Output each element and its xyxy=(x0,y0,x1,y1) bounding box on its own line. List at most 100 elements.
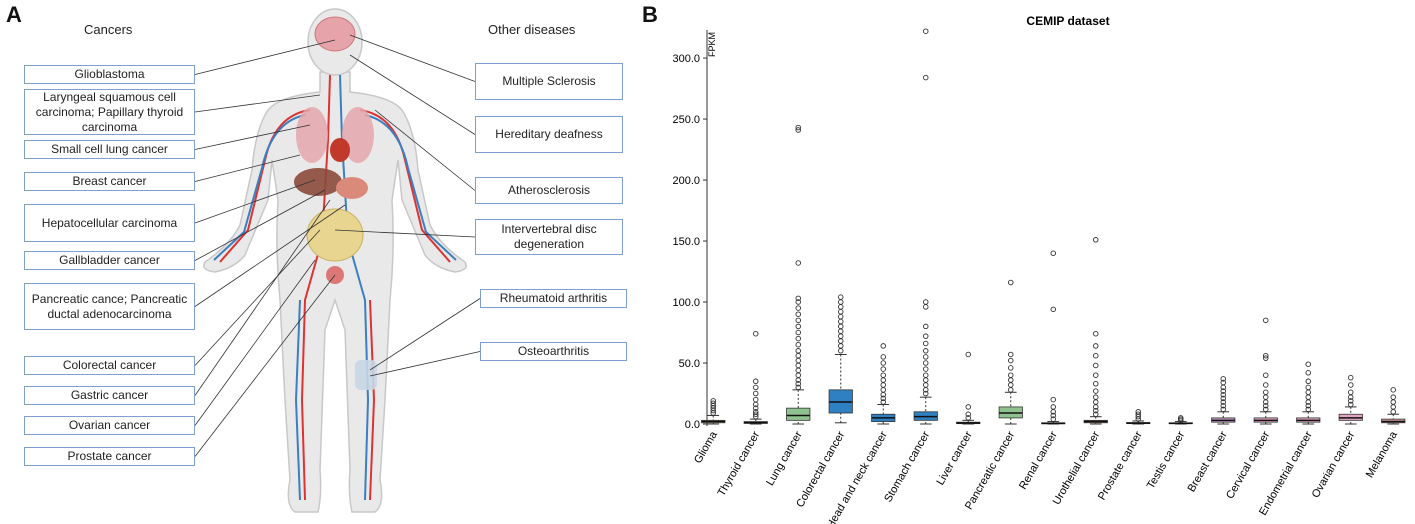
connector xyxy=(194,204,346,307)
outlier xyxy=(1390,394,1397,400)
outlier xyxy=(710,400,717,407)
outlier xyxy=(837,313,844,320)
intestines xyxy=(306,208,364,262)
cancer-label: Ovarian cancer xyxy=(24,416,195,435)
outlier xyxy=(837,318,844,325)
outlier xyxy=(1093,399,1099,405)
outlier xyxy=(965,404,972,410)
outlier xyxy=(923,382,929,388)
y-tick-label: 250.0 xyxy=(672,114,700,126)
y-tick-label: 100.0 xyxy=(672,297,700,309)
outlier xyxy=(1135,409,1142,415)
panel-label: B xyxy=(642,2,658,27)
outlier xyxy=(1390,404,1397,410)
y-tick-label: 200.0 xyxy=(672,175,700,187)
cancer-label: Small cell lung cancer xyxy=(24,140,195,159)
outlier xyxy=(1263,394,1269,400)
connector xyxy=(194,154,301,182)
outlier xyxy=(1220,395,1227,402)
outlier xyxy=(795,352,801,359)
outlier xyxy=(1050,416,1057,422)
x-tick-label: Stomach cancer xyxy=(882,429,932,504)
outlier xyxy=(795,311,801,317)
outlier xyxy=(795,124,801,131)
outlier xyxy=(1220,402,1227,409)
outlier xyxy=(795,380,801,387)
outlier xyxy=(1305,389,1312,396)
outlier xyxy=(795,323,801,330)
outlier xyxy=(1305,394,1312,400)
cancer-label: Pancreatic cance; Pancreatic ductal aden… xyxy=(24,283,195,330)
outlier xyxy=(880,387,886,393)
outlier xyxy=(1050,306,1057,313)
outlier xyxy=(1220,391,1227,398)
outlier xyxy=(1093,407,1099,414)
outlier xyxy=(880,360,886,366)
outlier xyxy=(837,333,844,339)
x-tick-label: Urothelial cancer xyxy=(1051,429,1103,507)
outlier xyxy=(1050,404,1057,410)
outlier xyxy=(1220,376,1227,382)
connector xyxy=(194,124,311,150)
outlier xyxy=(1008,279,1014,286)
connector xyxy=(194,179,316,224)
outlier xyxy=(923,304,929,310)
outlier xyxy=(837,343,844,349)
x-tick-label: Breast cancer xyxy=(1186,429,1230,494)
x-tick-label: Prostate cancer xyxy=(1096,429,1145,502)
body-diagram xyxy=(194,8,481,513)
outlier xyxy=(965,351,972,358)
cancer-label: Prostate cancer xyxy=(24,447,195,466)
outlier xyxy=(1008,357,1014,364)
outlier xyxy=(795,299,801,305)
cancer-label: Glioblastoma xyxy=(24,65,195,84)
knee xyxy=(355,360,377,390)
outlier xyxy=(752,378,759,385)
x-tick-label: Cervical cancer xyxy=(1224,429,1272,501)
outlier xyxy=(923,333,929,339)
outlier xyxy=(1305,361,1312,367)
outlier xyxy=(752,405,759,411)
outlier xyxy=(1390,409,1397,415)
outlier xyxy=(1263,406,1269,413)
disease-label: Multiple Sclerosis xyxy=(475,63,623,100)
outlier xyxy=(1348,382,1354,388)
outlier xyxy=(1390,399,1397,405)
outlier xyxy=(1008,372,1014,378)
outlier xyxy=(923,74,929,81)
outlier xyxy=(795,348,801,354)
connector xyxy=(194,229,321,366)
outlier xyxy=(1008,351,1014,358)
outlier xyxy=(752,330,759,337)
outlier xyxy=(1263,382,1269,388)
disease-label: Hereditary deafness xyxy=(475,116,623,153)
outlier xyxy=(880,395,886,402)
body-silhouette xyxy=(203,71,467,513)
cancer-label: Colorectal cancer xyxy=(24,356,195,375)
outlier xyxy=(1093,394,1099,400)
brain xyxy=(314,16,356,52)
outlier xyxy=(1220,379,1227,386)
chart: CEMIP dataset FPKM 0.0 50.0 100.0 150.0 200.0… xyxy=(672,14,1406,524)
outlier xyxy=(1093,388,1099,394)
outlier xyxy=(837,348,844,354)
cancer-label: Breast cancer xyxy=(24,172,195,191)
outlier xyxy=(837,328,844,335)
outlier xyxy=(837,323,844,330)
connector xyxy=(194,199,331,396)
cancer-label: Gallbladder cancer xyxy=(24,251,195,270)
outlier xyxy=(1050,396,1057,403)
connector xyxy=(374,109,476,191)
connector xyxy=(369,351,481,377)
connectors xyxy=(194,34,481,457)
outlier xyxy=(1093,380,1099,387)
outlier xyxy=(1348,398,1354,404)
chart-title: CEMIP dataset xyxy=(1026,14,1109,28)
outlier xyxy=(1093,330,1099,337)
disease-label: Atherosclerosis xyxy=(475,177,623,204)
outlier xyxy=(795,341,801,348)
outlier xyxy=(752,411,759,417)
outlier xyxy=(1220,406,1227,413)
outlier xyxy=(923,377,929,383)
outlier xyxy=(1220,388,1227,394)
